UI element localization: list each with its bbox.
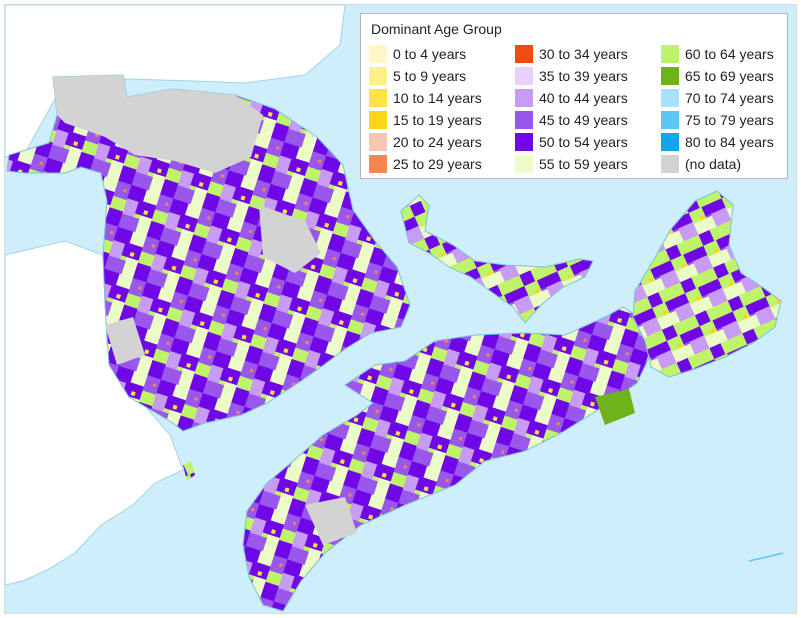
prince-edward-island	[400, 194, 594, 324]
legend-swatch	[369, 45, 387, 63]
legend-swatch	[369, 133, 387, 151]
legend-swatch	[661, 155, 679, 173]
legend-label: 55 to 59 years	[539, 156, 628, 172]
legend-label: 75 to 79 years	[685, 112, 774, 128]
legend-label: 5 to 9 years	[393, 68, 467, 84]
legend-swatch	[661, 45, 679, 63]
legend-item: 65 to 69 years	[661, 65, 781, 87]
legend-label: (no data)	[685, 156, 742, 172]
legend-label: 50 to 54 years	[539, 134, 628, 150]
new-brunswick-nodata-north	[53, 75, 263, 173]
legend-label: 40 to 44 years	[539, 90, 628, 106]
legend-label: 45 to 49 years	[539, 112, 628, 128]
legend-label: 35 to 39 years	[539, 68, 628, 84]
legend-label: 30 to 34 years	[539, 46, 628, 62]
legend-item: 35 to 39 years	[515, 65, 661, 87]
new-brunswick-nodata-central	[259, 205, 321, 273]
legend-item: 40 to 44 years	[515, 87, 661, 109]
legend-item: 75 to 79 years	[661, 109, 781, 131]
legend-label: 20 to 24 years	[393, 134, 482, 150]
nova-scotia-highlight	[595, 389, 635, 425]
legend-item: 70 to 74 years	[661, 87, 781, 109]
legend-title: Dominant Age Group	[371, 21, 502, 37]
legend-label: 0 to 4 years	[393, 46, 467, 62]
cape-breton-island	[632, 190, 782, 378]
legend-swatch	[369, 155, 387, 173]
nova-scotia-nodata	[305, 497, 357, 545]
legend-swatch	[515, 89, 533, 107]
legend-item: 45 to 49 years	[515, 109, 661, 131]
legend-item: 5 to 9 years	[369, 65, 515, 87]
legend-label: 70 to 74 years	[685, 90, 774, 106]
legend-grid: 0 to 4 years 5 to 9 years 10 to 14 years 15…	[369, 43, 779, 175]
legend-swatch	[515, 133, 533, 151]
legend-swatch	[661, 133, 679, 151]
sable-island	[748, 552, 784, 562]
legend-swatch	[515, 45, 533, 63]
legend-item: 55 to 59 years	[515, 153, 661, 175]
grand-manan-island	[183, 461, 195, 481]
legend-label: 60 to 64 years	[685, 46, 774, 62]
legend-swatch	[369, 89, 387, 107]
map-canvas	[5, 5, 784, 612]
legend-swatch	[369, 111, 387, 129]
legend-item: 80 to 84 years	[661, 131, 781, 153]
map-frame: Dominant Age Group 0 to 4 years 5 to 9 ye…	[4, 4, 797, 614]
map-legend: Dominant Age Group 0 to 4 years 5 to 9 ye…	[360, 13, 788, 179]
legend-item: 20 to 24 years	[369, 131, 515, 153]
legend-label: 10 to 14 years	[393, 90, 482, 106]
legend-swatch	[515, 111, 533, 129]
legend-item: 50 to 54 years	[515, 131, 661, 153]
legend-label: 25 to 29 years	[393, 156, 482, 172]
legend-label: 80 to 84 years	[685, 134, 774, 150]
legend-item: (no data)	[661, 153, 781, 175]
legend-label: 65 to 69 years	[685, 68, 774, 84]
legend-item: 25 to 29 years	[369, 153, 515, 175]
legend-swatch	[661, 89, 679, 107]
legend-swatch	[661, 67, 679, 85]
legend-swatch	[515, 155, 533, 173]
legend-item: 60 to 64 years	[661, 43, 781, 65]
legend-item: 0 to 4 years	[369, 43, 515, 65]
legend-label: 15 to 19 years	[393, 112, 482, 128]
new-brunswick	[6, 74, 411, 432]
legend-swatch	[661, 111, 679, 129]
legend-swatch	[369, 67, 387, 85]
legend-item: 15 to 19 years	[369, 109, 515, 131]
legend-item: 10 to 14 years	[369, 87, 515, 109]
new-brunswick-nodata-west	[105, 317, 145, 365]
legend-item: 30 to 34 years	[515, 43, 661, 65]
legend-swatch	[515, 67, 533, 85]
